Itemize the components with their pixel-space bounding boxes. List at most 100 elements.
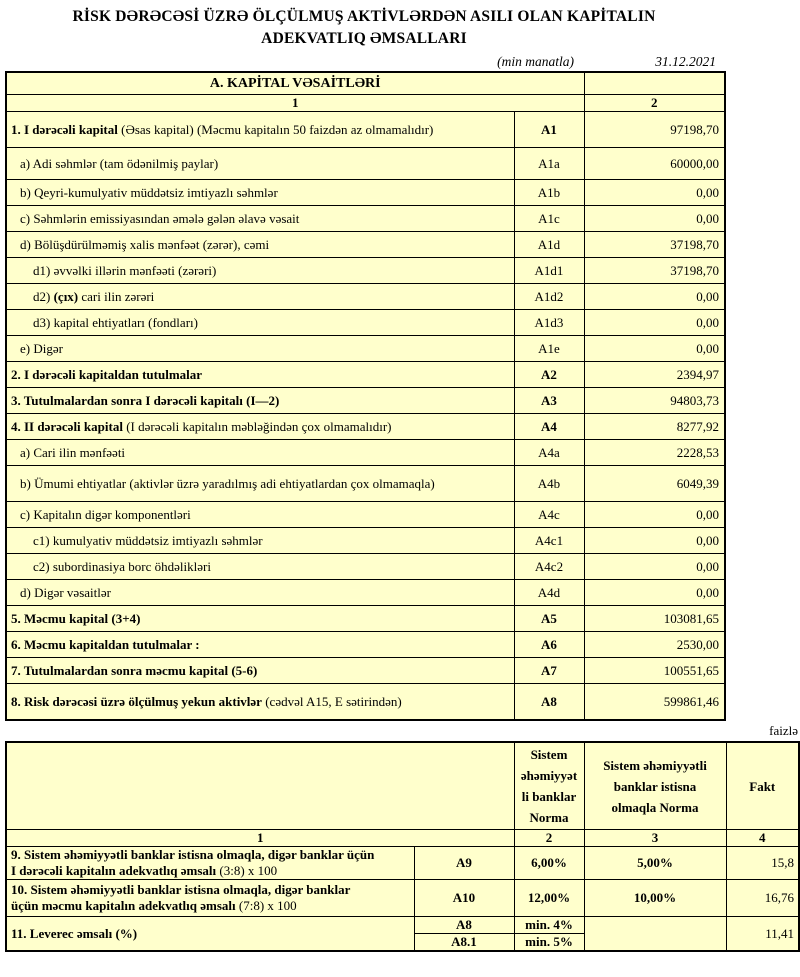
row-label: 2. I dərəcəli kapitaldan tutulmalar <box>5 361 515 388</box>
row-label: 5. Məcmu kapital (3+4) <box>5 605 515 632</box>
row-value: 37198,70 <box>583 231 726 258</box>
row-code: A8 <box>413 916 515 934</box>
table-row: a) Cari ilin mənfəəti A4a 2228,53 <box>5 439 726 466</box>
row-label: 11. Leverec əmsalı (%) <box>5 916 415 952</box>
row-label: d) Bölüşdürülməmiş xalis mənfəət (zərər)… <box>5 231 515 258</box>
row-code: A1d <box>513 231 585 258</box>
table-row: b) Ümumi ehtiyatlar (aktivlər üzrə yarad… <box>5 465 726 502</box>
table-row: 5. Məcmu kapital (3+4) A5 103081,65 <box>5 605 726 632</box>
report-page: RİSK DƏRƏCƏSİ ÜZRƏ ÖLÇÜLMUŞ AKTİVLƏRDƏN … <box>0 6 800 977</box>
row-value: 97198,70 <box>583 111 726 148</box>
row-code: A1a <box>513 147 585 180</box>
row-label: c) Kapitalın digər komponentləri <box>5 501 515 528</box>
column-number-row: 1 2 3 4 <box>5 829 800 847</box>
table-row: d) Bölüşdürülməmiş xalis mənfəət (zərər)… <box>5 231 726 258</box>
sys-norma-value: 6,00% <box>513 846 585 880</box>
table-row: 4. II dərəcəli kapital (I dərəcəli kapit… <box>5 413 726 440</box>
row-code: A10 <box>413 879 515 917</box>
header-row: Sistem əhəmiyyət li banklar Norma Sistem… <box>5 741 800 830</box>
table-row: d3) kapital ehtiyatları (fondları) A1d3 0,… <box>5 309 726 336</box>
row-label: d) Digər vəsaitlər <box>5 579 515 606</box>
row-label: c2) subordinasiya borc öhdəlikləri <box>5 553 515 580</box>
row-label: d3) kapital ehtiyatları (fondları) <box>5 309 515 336</box>
row-code: A4d <box>513 579 585 606</box>
row-code: A1 <box>513 111 585 148</box>
row-label: 4. II dərəcəli kapital (I dərəcəli kapit… <box>5 413 515 440</box>
sys-norma-value: 12,00% <box>513 879 585 917</box>
row-value: 2394,97 <box>583 361 726 388</box>
row-label: a) Cari ilin mənfəəti <box>5 439 515 466</box>
header-fakt: Fakt <box>725 741 800 830</box>
column-number: 3 <box>583 829 727 847</box>
row-label: c1) kumulyativ müddətsiz imtiyazlı səhml… <box>5 527 515 554</box>
row-code: A1c <box>513 205 585 232</box>
row-code: A4c2 <box>513 553 585 580</box>
row-label: 6. Məcmu kapitaldan tutulmalar : <box>5 631 515 658</box>
column-number: 1 <box>5 829 515 847</box>
row-code: A7 <box>513 657 585 684</box>
percent-note: faizlə <box>769 723 798 738</box>
row-value: 0,00 <box>583 527 726 554</box>
table-row: 1. I dərəcəli kapital (Əsas kapital) (Mə… <box>5 111 726 148</box>
report-date: 31.12.2021 <box>655 54 716 69</box>
row-code: A2 <box>513 361 585 388</box>
meta-row: (min manatla) 31.12.2021 <box>5 50 724 71</box>
section-header-empty-cell <box>583 71 726 95</box>
row-value: 0,00 <box>583 579 726 606</box>
norma-value: min. 4% <box>513 916 585 934</box>
row-code: A1e <box>513 335 585 362</box>
table-row: 6. Məcmu kapitaldan tutulmalar : A6 2530,0… <box>5 631 726 658</box>
row-code: A6 <box>513 631 585 658</box>
row-label: 9. Sistem əhəmiyyətli banklar istisna ol… <box>5 846 415 880</box>
table-row: d1) əvvəlki illərin mənfəəti (zərəri) A1d… <box>5 257 726 284</box>
row-code: A8 <box>513 683 585 721</box>
row-value: 94803,73 <box>583 387 726 414</box>
row-code: A1b <box>513 179 585 206</box>
table-row: c) Səhmlərin emissiyasından əmələ gələn … <box>5 205 726 232</box>
row-value: 6049,39 <box>583 465 726 502</box>
header-sys-norma: Sistem əhəmiyyət li banklar Norma <box>513 741 585 830</box>
row-code: A1d3 <box>513 309 585 336</box>
header-empty-cell <box>5 741 515 830</box>
table-row: 9. Sistem əhəmiyyətli banklar istisna ol… <box>5 846 800 880</box>
row-code: A8.1 <box>413 933 515 952</box>
table-row: a) Adi səhmlər (tam ödənilmiş paylar) A1a… <box>5 147 726 180</box>
capital-table: A. KAPİTAL VƏSAİTLƏRİ 1 2 1. I dərəcəli … <box>5 71 726 721</box>
row-value: 103081,65 <box>583 605 726 632</box>
row-value: 0,00 <box>583 283 726 310</box>
row-label: d2) (çıx) cari ilin zərəri <box>5 283 515 310</box>
column-number: 4 <box>725 829 800 847</box>
table-row: c2) subordinasiya borc öhdəlikləri A4c2 0,… <box>5 553 726 580</box>
fakt-value: 11,41 <box>725 916 800 952</box>
row-label: 7. Tutulmalardan sonra məcmu kapital (5-… <box>5 657 515 684</box>
row-label: b) Ümumi ehtiyatlar (aktivlər üzrə yarad… <box>5 465 515 502</box>
nonsys-norma-value: 10,00% <box>583 879 727 917</box>
row-value: 0,00 <box>583 179 726 206</box>
header-nonsys-norma: Sistem əhəmiyyətli banklar istisna olmaq… <box>583 741 727 830</box>
fakt-value: 15,8 <box>725 846 800 880</box>
column-number: 2 <box>513 829 585 847</box>
row-value: 0,00 <box>583 553 726 580</box>
section-header-row: A. KAPİTAL VƏSAİTLƏRİ <box>5 71 726 95</box>
row-label: e) Digər <box>5 335 515 362</box>
row-value: 8277,92 <box>583 413 726 440</box>
row-label: 8. Risk dərəcəsi üzrə ölçülmuş yekun akt… <box>5 683 515 721</box>
row-label: c) Səhmlərin emissiyasından əmələ gələn … <box>5 205 515 232</box>
row-code: A5 <box>513 605 585 632</box>
row-code: A9 <box>413 846 515 880</box>
row-code: A4c1 <box>513 527 585 554</box>
column-number: 2 <box>583 94 726 112</box>
table-row: 10. Sistem əhəmiyyətli banklar istisna o… <box>5 879 800 917</box>
row-label: b) Qeyri-kumulyativ müddətsiz imtiyazlı … <box>5 179 515 206</box>
table-row: b) Qeyri-kumulyativ müddətsiz imtiyazlı … <box>5 179 726 206</box>
row-code: A3 <box>513 387 585 414</box>
nonsys-norma-value <box>583 916 727 952</box>
column-number: 1 <box>5 94 585 112</box>
adequacy-ratio-table: Sistem əhəmiyyət li banklar Norma Sistem… <box>5 741 800 952</box>
table-row: A8.1 min. 5% <box>6 933 799 952</box>
table-row: d2) (çıx) cari ilin zərəri A1d2 0,00 <box>5 283 726 310</box>
row-value: 0,00 <box>583 309 726 336</box>
row-value: 599861,46 <box>583 683 726 721</box>
column-number-row: 1 2 <box>5 94 726 112</box>
table-row: e) Digər A1e 0,00 <box>5 335 726 362</box>
